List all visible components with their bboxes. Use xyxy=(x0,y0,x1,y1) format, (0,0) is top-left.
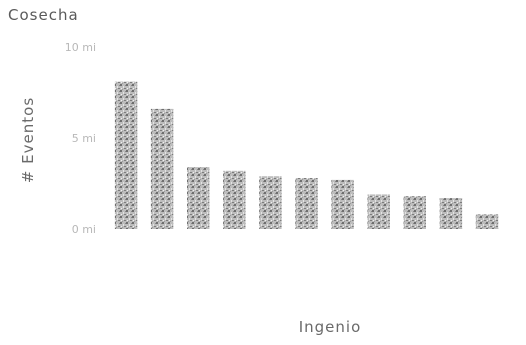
bar-2[interactable] xyxy=(187,167,210,229)
bar-0[interactable] xyxy=(114,81,138,229)
bar-4[interactable] xyxy=(259,176,282,229)
bar-8[interactable] xyxy=(403,196,426,229)
bar-10[interactable] xyxy=(475,214,499,229)
bar-6[interactable] xyxy=(331,179,354,229)
bar-3[interactable] xyxy=(223,170,246,229)
bar-9[interactable] xyxy=(439,198,463,229)
bar-5[interactable] xyxy=(295,178,318,229)
bars-group xyxy=(114,81,499,229)
y-ticks-group: 0 mi 5 mi 10 mi xyxy=(65,41,96,236)
bar-1[interactable] xyxy=(150,108,174,229)
chart-title: Cosecha xyxy=(8,6,79,24)
x-axis-title: Ingenio xyxy=(299,318,362,336)
bar-7[interactable] xyxy=(367,194,390,229)
y-tick-label-0: 0 mi xyxy=(72,223,96,236)
y-axis-title: # Eventos xyxy=(19,97,37,183)
y-tick-label-2: 10 mi xyxy=(65,41,96,54)
y-tick-label-1: 5 mi xyxy=(72,132,96,145)
